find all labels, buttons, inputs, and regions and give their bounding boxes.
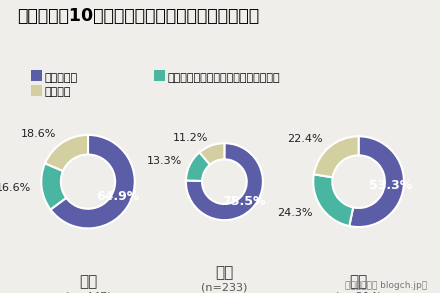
Text: 知っている: 知っている bbox=[44, 73, 77, 83]
Text: 《アイシェア blogch.jp》: 《アイシェア blogch.jp》 bbox=[345, 281, 427, 290]
Text: 全体: 全体 bbox=[79, 274, 97, 289]
Text: 女性: 女性 bbox=[349, 274, 368, 289]
Wedge shape bbox=[199, 143, 224, 165]
Text: (n=447): (n=447) bbox=[65, 292, 111, 293]
Text: 「ダビング10」がどんなものか知っていますか？: 「ダビング10」がどんなものか知っていますか？ bbox=[18, 7, 260, 25]
Wedge shape bbox=[51, 135, 135, 229]
Text: (n=233): (n=233) bbox=[201, 283, 248, 293]
Text: 18.6%: 18.6% bbox=[21, 129, 57, 139]
Wedge shape bbox=[314, 136, 359, 177]
Text: 11.2%: 11.2% bbox=[173, 132, 208, 143]
Text: 24.3%: 24.3% bbox=[277, 208, 313, 218]
Wedge shape bbox=[313, 174, 353, 226]
Wedge shape bbox=[41, 163, 66, 209]
Text: 16.6%: 16.6% bbox=[0, 183, 31, 193]
Text: 男性: 男性 bbox=[215, 265, 234, 280]
Wedge shape bbox=[186, 152, 210, 181]
Wedge shape bbox=[186, 143, 263, 220]
Text: 22.4%: 22.4% bbox=[287, 134, 323, 144]
Text: 75.5%: 75.5% bbox=[222, 195, 265, 208]
Text: 知らない: 知らない bbox=[44, 87, 70, 97]
Wedge shape bbox=[349, 136, 404, 227]
Text: 13.3%: 13.3% bbox=[147, 156, 182, 166]
Text: (n=214): (n=214) bbox=[335, 292, 382, 293]
Text: 詳しくは知らないが聞いたことはある: 詳しくは知らないが聞いたことはある bbox=[167, 73, 280, 83]
Text: 64.9%: 64.9% bbox=[96, 190, 139, 203]
Wedge shape bbox=[45, 135, 88, 171]
Text: 53.3%: 53.3% bbox=[370, 178, 413, 192]
